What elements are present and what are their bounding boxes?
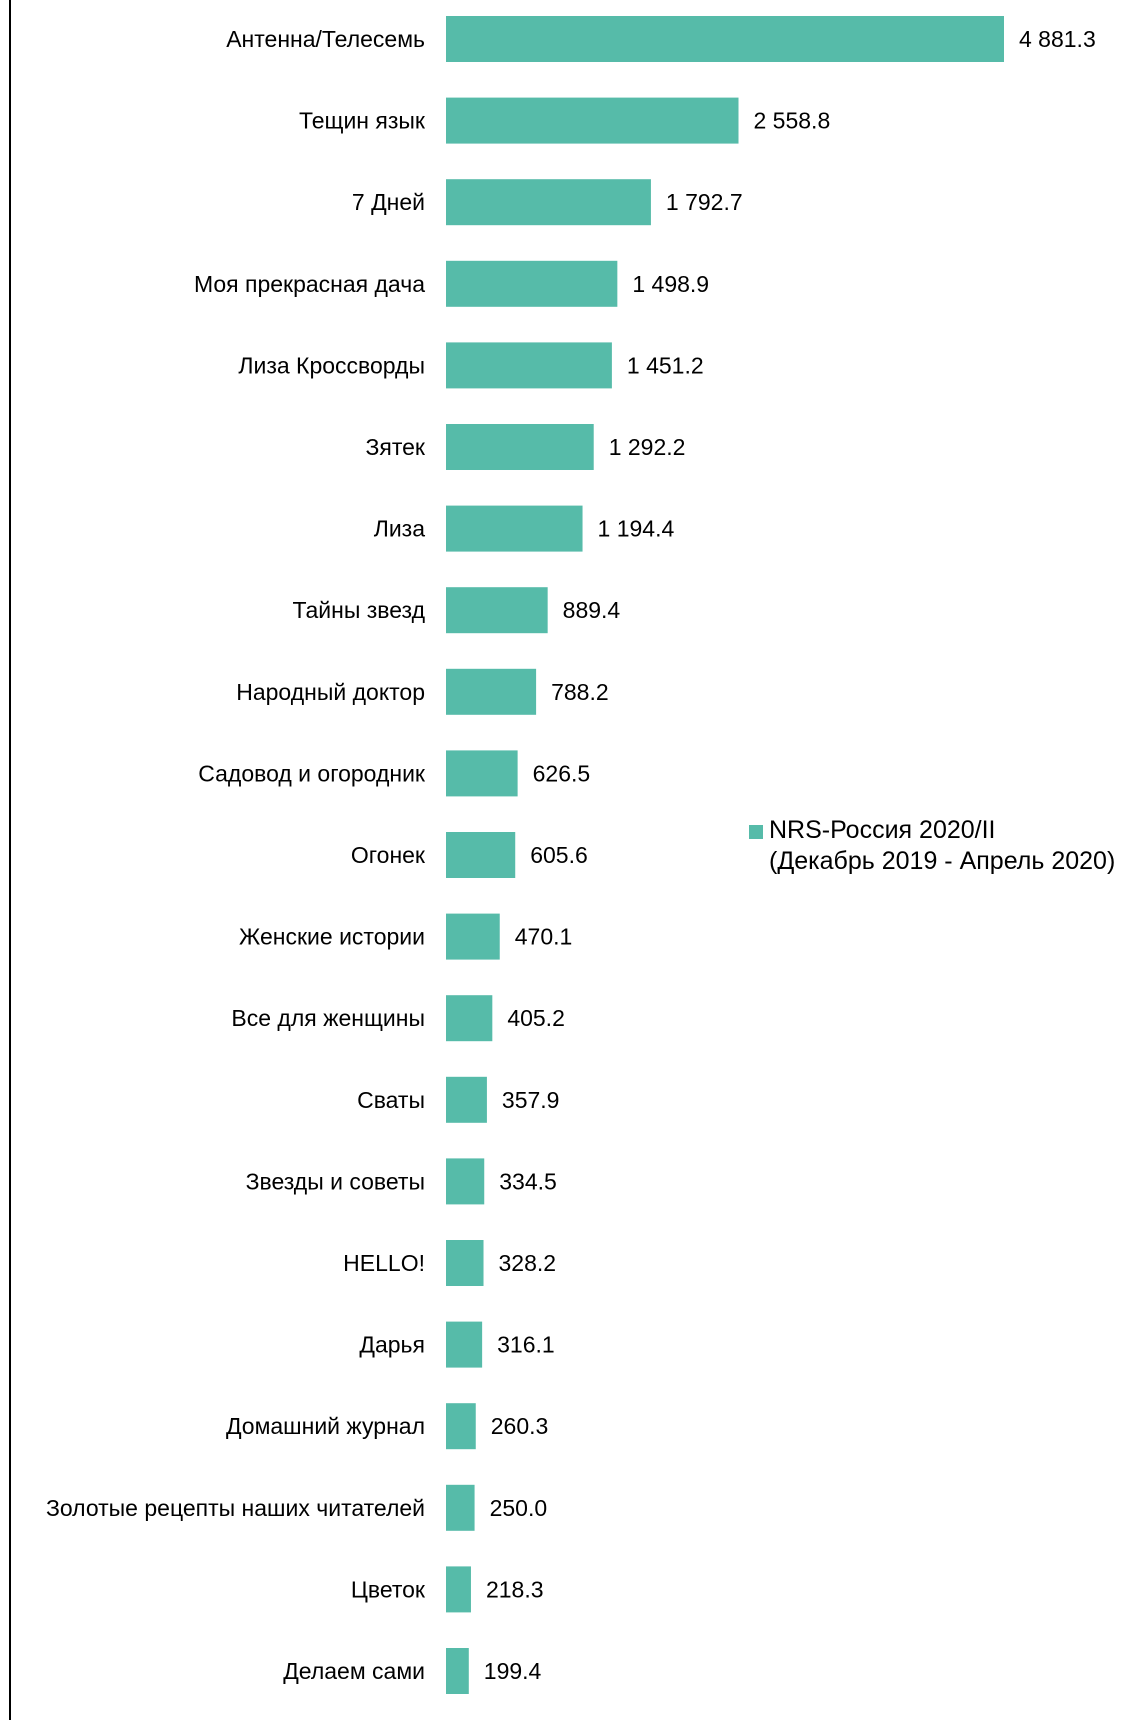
bar — [446, 260, 618, 307]
data-label: 470.1 — [515, 924, 573, 950]
legend-label-line1: NRS-Россия 2020/II — [769, 816, 996, 844]
data-label: 316.1 — [497, 1332, 555, 1358]
bar — [446, 832, 516, 878]
category-label: Лиза — [374, 516, 425, 542]
data-label: 218.3 — [486, 1576, 544, 1602]
category-label: Делаем сами — [283, 1658, 425, 1684]
bar — [446, 1566, 471, 1613]
category-label: 7 Дней — [352, 189, 425, 215]
bar — [446, 1648, 469, 1694]
data-label: 889.4 — [563, 597, 621, 623]
category-label: Тещин язык — [299, 108, 426, 134]
data-label: 1 194.4 — [598, 516, 675, 542]
category-label: Домашний журнал — [226, 1413, 425, 1439]
data-label: 626.5 — [533, 760, 591, 786]
category-label: Дарья — [359, 1332, 425, 1358]
bar — [446, 1240, 484, 1286]
category-label: Моя прекрасная дача — [194, 271, 425, 297]
data-label: 334.5 — [499, 1168, 557, 1194]
data-label: 2 558.8 — [754, 108, 831, 134]
category-label: Золотые рецепты наших читателей — [46, 1495, 425, 1521]
chart-left-border — [9, 0, 11, 1720]
data-label: 357.9 — [502, 1087, 560, 1113]
bar — [446, 424, 594, 470]
bar — [446, 913, 500, 960]
bar — [446, 1158, 485, 1205]
category-label: Тайны звезд — [292, 597, 425, 623]
bar — [446, 16, 1004, 62]
bar — [446, 587, 548, 634]
category-label: Садовод и огородник — [198, 760, 426, 786]
data-label: 605.6 — [530, 842, 588, 868]
data-label: 1 292.2 — [609, 434, 686, 460]
category-label: Огонек — [351, 842, 426, 868]
bar — [446, 668, 537, 715]
data-label: 199.4 — [484, 1658, 542, 1684]
bar — [446, 750, 518, 797]
bar — [446, 1076, 487, 1123]
category-label: Народный доктор — [236, 679, 425, 705]
data-label: 260.3 — [491, 1413, 549, 1439]
category-label: Зятек — [366, 434, 426, 460]
data-label: 250.0 — [490, 1495, 548, 1521]
data-label: 788.2 — [551, 679, 609, 705]
category-label: HELLO! — [343, 1250, 425, 1276]
data-label: 1 451.2 — [627, 352, 704, 378]
category-label: Лиза Кроссворды — [238, 352, 425, 378]
bar — [446, 1403, 476, 1450]
bar — [446, 1484, 475, 1531]
category-label: Все для женщины — [231, 1005, 425, 1031]
category-label: Звезды и советы — [246, 1168, 425, 1194]
bar — [446, 995, 493, 1042]
bar — [446, 342, 612, 389]
data-label: 1 792.7 — [666, 189, 743, 215]
data-label: 328.2 — [499, 1250, 557, 1276]
legend-swatch — [749, 825, 763, 839]
category-label: Цветок — [351, 1576, 426, 1602]
legend-label-line2: (Декабрь 2019 - Апрель 2020) — [769, 847, 1116, 875]
data-label: 1 498.9 — [632, 271, 709, 297]
category-label: Сваты — [357, 1087, 425, 1113]
data-label: 405.2 — [507, 1005, 565, 1031]
data-label: 4 881.3 — [1019, 26, 1096, 52]
bar — [446, 505, 583, 552]
bar — [446, 97, 739, 144]
category-label: Антенна/Телесемь — [226, 26, 425, 52]
category-label: Женские истории — [239, 924, 425, 950]
bar — [446, 1321, 483, 1368]
bar — [446, 179, 651, 226]
